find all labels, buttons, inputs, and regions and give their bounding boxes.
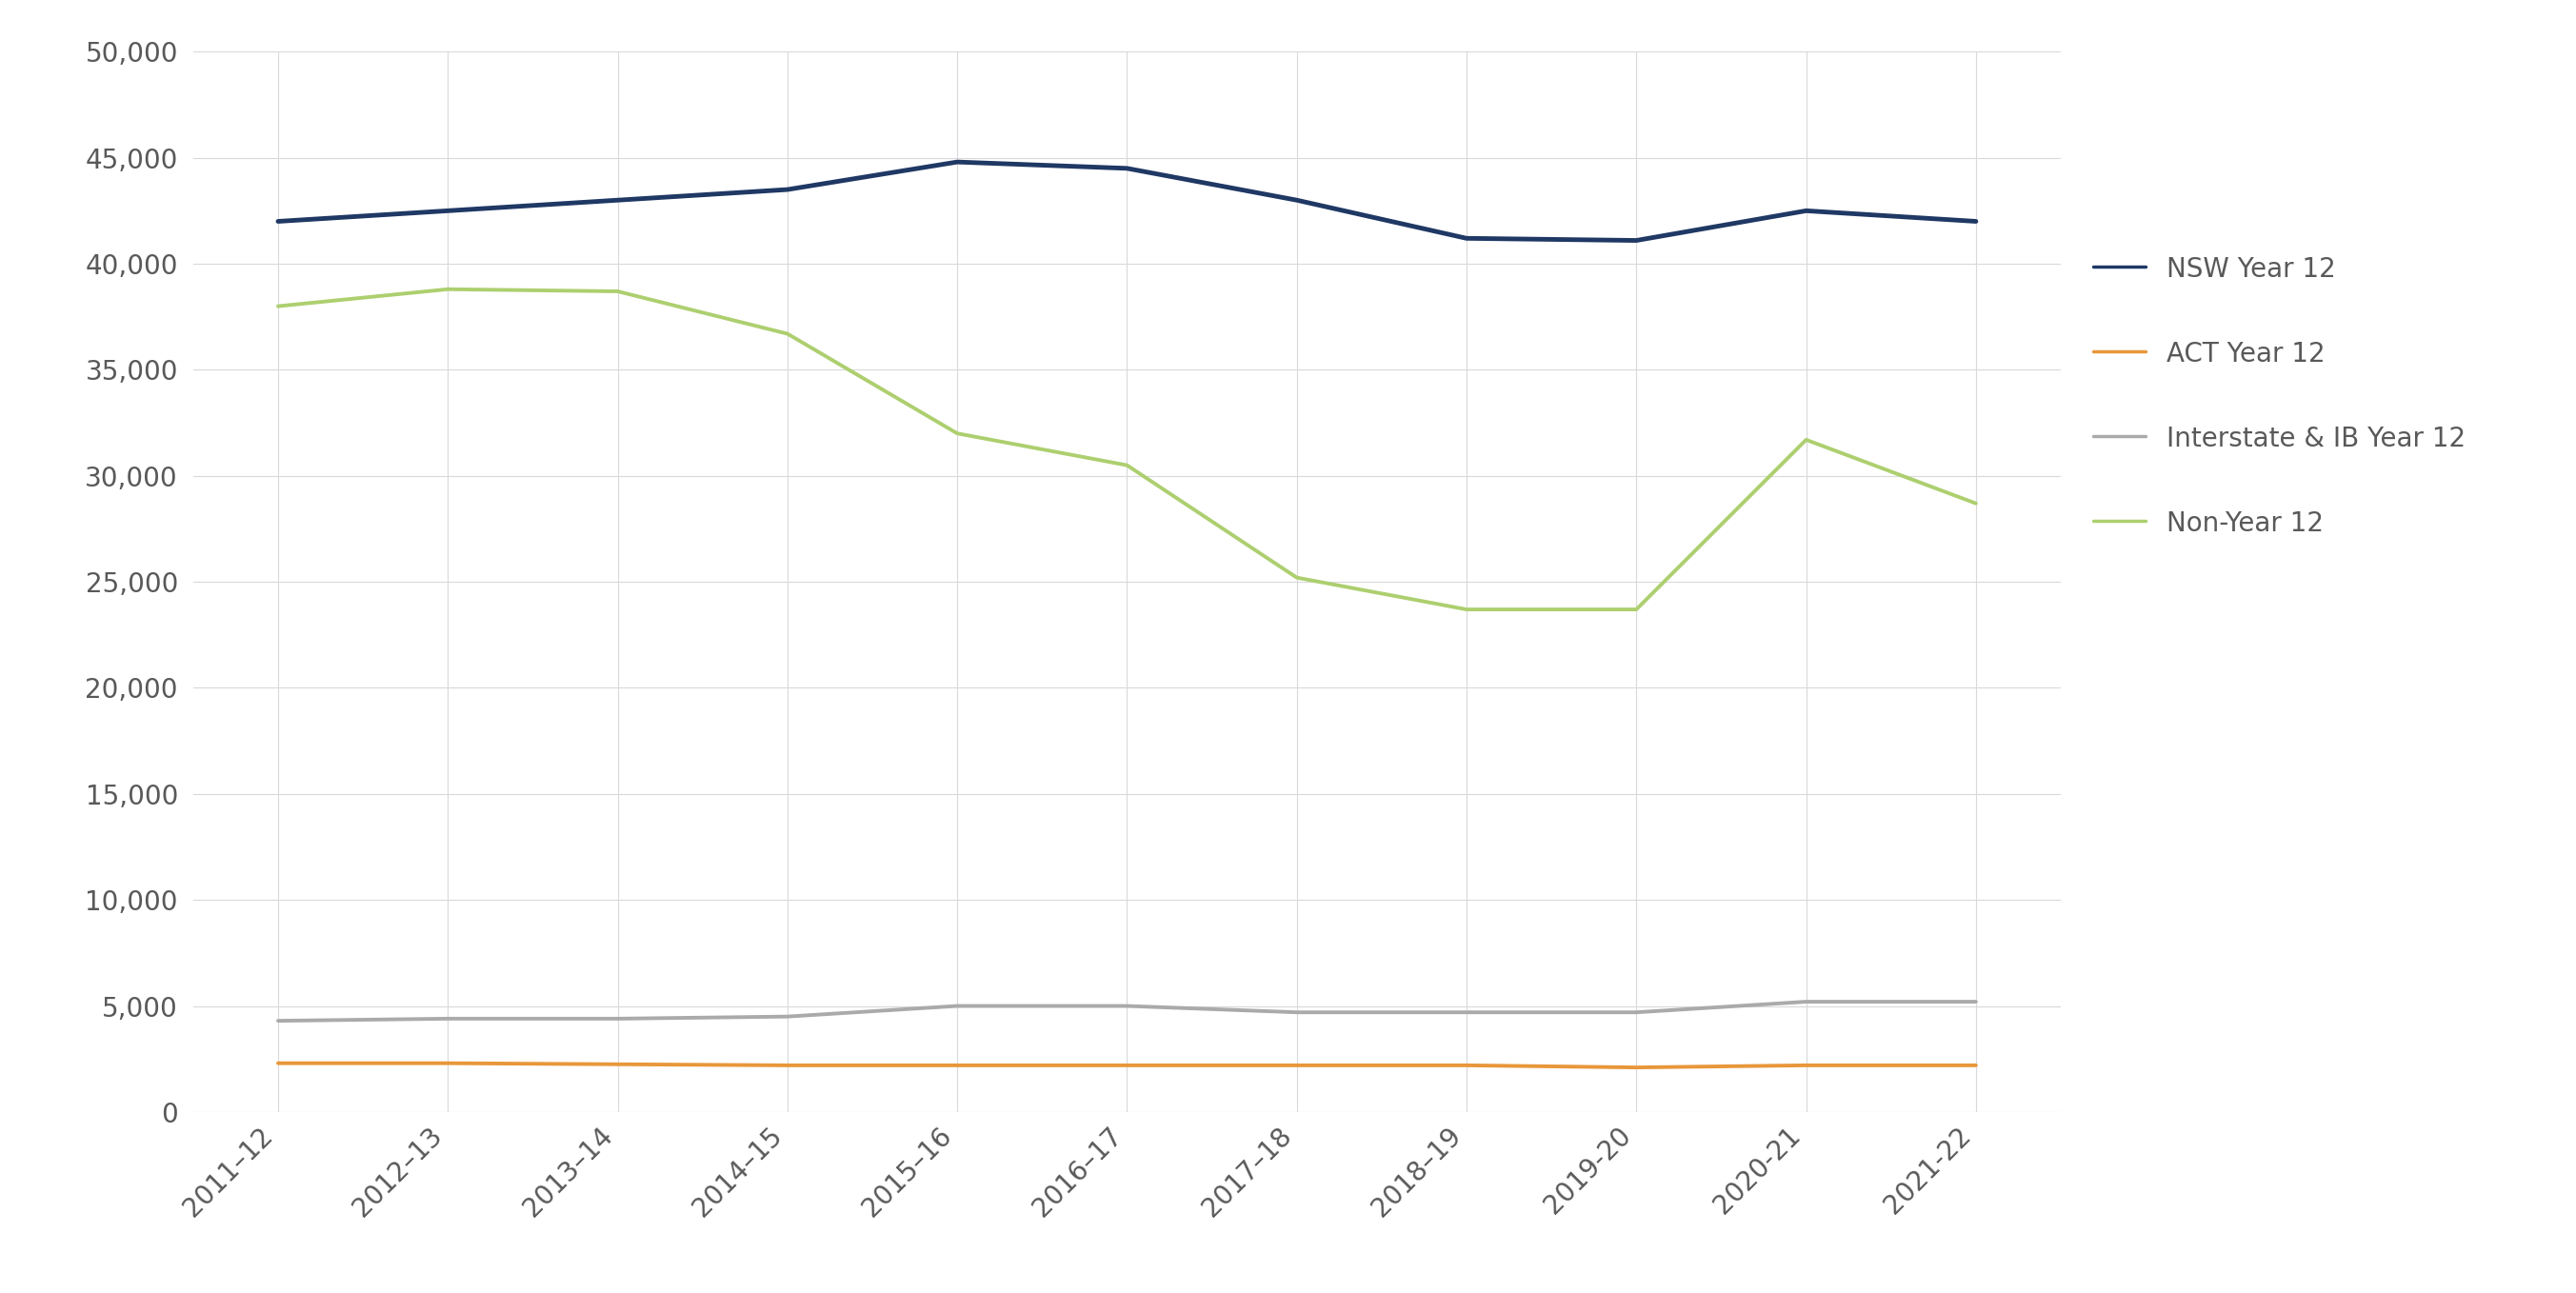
Interstate & IB Year 12: [1280, 1005, 1311, 1020]
ACT Year 12: [1790, 1058, 1821, 1073]
Interstate & IB Year 12: [1790, 994, 1821, 1010]
ACT Year 12: [603, 1056, 634, 1072]
Non-Year 12: [433, 282, 464, 297]
NSW Year 12: [1620, 233, 1651, 248]
Non-Year 12: [773, 326, 804, 341]
ACT Year 12: [1280, 1058, 1311, 1073]
ACT Year 12: [1960, 1058, 1991, 1073]
ACT Year 12: [433, 1055, 464, 1071]
ACT Year 12: [773, 1058, 804, 1073]
Non-Year 12: [1113, 458, 1144, 473]
NSW Year 12: [433, 203, 464, 219]
Line: Interstate & IB Year 12: Interstate & IB Year 12: [278, 1002, 1976, 1020]
Non-Year 12: [1960, 495, 1991, 511]
Interstate & IB Year 12: [433, 1011, 464, 1027]
Non-Year 12: [603, 283, 634, 299]
Interstate & IB Year 12: [603, 1011, 634, 1027]
Interstate & IB Year 12: [263, 1012, 294, 1028]
Interstate & IB Year 12: [1113, 998, 1144, 1014]
NSW Year 12: [1450, 230, 1481, 246]
ACT Year 12: [1450, 1058, 1481, 1073]
Line: ACT Year 12: ACT Year 12: [278, 1063, 1976, 1068]
Interstate & IB Year 12: [1450, 1005, 1481, 1020]
Interstate & IB Year 12: [943, 998, 974, 1014]
Interstate & IB Year 12: [773, 1009, 804, 1024]
Non-Year 12: [1620, 601, 1651, 617]
NSW Year 12: [1280, 193, 1311, 208]
Non-Year 12: [943, 425, 974, 441]
NSW Year 12: [603, 193, 634, 208]
NSW Year 12: [1113, 160, 1144, 176]
Non-Year 12: [1450, 601, 1481, 617]
NSW Year 12: [1790, 203, 1821, 219]
Line: Non-Year 12: Non-Year 12: [278, 290, 1976, 609]
Legend: NSW Year 12, ACT Year 12, Interstate & IB Year 12, Non-Year 12: NSW Year 12, ACT Year 12, Interstate & I…: [2092, 256, 2465, 537]
ACT Year 12: [943, 1058, 974, 1073]
ACT Year 12: [263, 1055, 294, 1071]
Interstate & IB Year 12: [1620, 1005, 1651, 1020]
Non-Year 12: [263, 299, 294, 314]
Non-Year 12: [1790, 432, 1821, 447]
NSW Year 12: [943, 154, 974, 169]
NSW Year 12: [1960, 213, 1991, 229]
Interstate & IB Year 12: [1960, 994, 1991, 1010]
ACT Year 12: [1113, 1058, 1144, 1073]
NSW Year 12: [263, 213, 294, 229]
NSW Year 12: [773, 182, 804, 198]
Line: NSW Year 12: NSW Year 12: [278, 162, 1976, 240]
Non-Year 12: [1280, 570, 1311, 586]
ACT Year 12: [1620, 1060, 1651, 1076]
